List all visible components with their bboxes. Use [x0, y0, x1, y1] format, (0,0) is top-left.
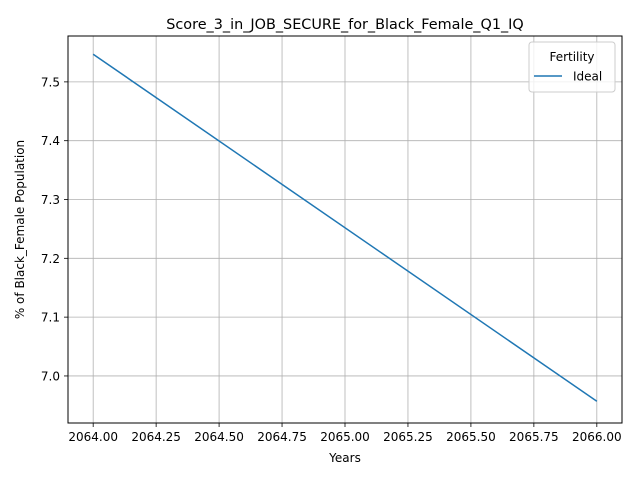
x-tick-label: 2064.75 [257, 430, 307, 444]
x-tick-label: 2065.50 [446, 430, 496, 444]
y-tick-label: 7.2 [41, 252, 60, 266]
legend-entries: Ideal [534, 70, 602, 84]
x-tick-label: 2065.25 [383, 430, 433, 444]
x-tick-label: 2064.00 [68, 430, 118, 444]
x-tick-label: 2065.00 [320, 430, 370, 444]
y-tick-label: 7.4 [41, 134, 60, 148]
y-tick-label: 7.3 [41, 193, 60, 207]
x-tick-label: 2065.75 [509, 430, 559, 444]
legend-box [528, 41, 616, 93]
x-axis-ticks: 2064.00 2064.25 2064.50 2064.75 2065.00 2065.… [68, 423, 622, 444]
x-tick-label: 2064.25 [131, 430, 181, 444]
legend-label: Ideal [573, 70, 602, 84]
y-axis-label: % of Black_Female Population [13, 140, 27, 319]
series-lines [92, 53, 598, 402]
grid-lines [68, 36, 622, 423]
series-line-ideal [92, 53, 598, 402]
y-tick-label: 7.1 [41, 311, 60, 325]
y-axis-ticks: 7.0 7.1 7.2 7.3 7.4 7.5 [41, 75, 68, 383]
y-tick-label: 7.0 [41, 369, 60, 383]
legend: Fertility Ideal [528, 41, 616, 93]
x-tick-label: 2064.50 [194, 430, 244, 444]
y-tick-label: 7.5 [41, 75, 60, 89]
x-axis-label: Years [328, 451, 361, 465]
chart-title: Score_3_in_JOB_SECURE_for_Black_Female_Q… [166, 17, 524, 33]
x-tick-label: 2066.00 [572, 430, 622, 444]
legend-title: Fertility [549, 50, 594, 64]
